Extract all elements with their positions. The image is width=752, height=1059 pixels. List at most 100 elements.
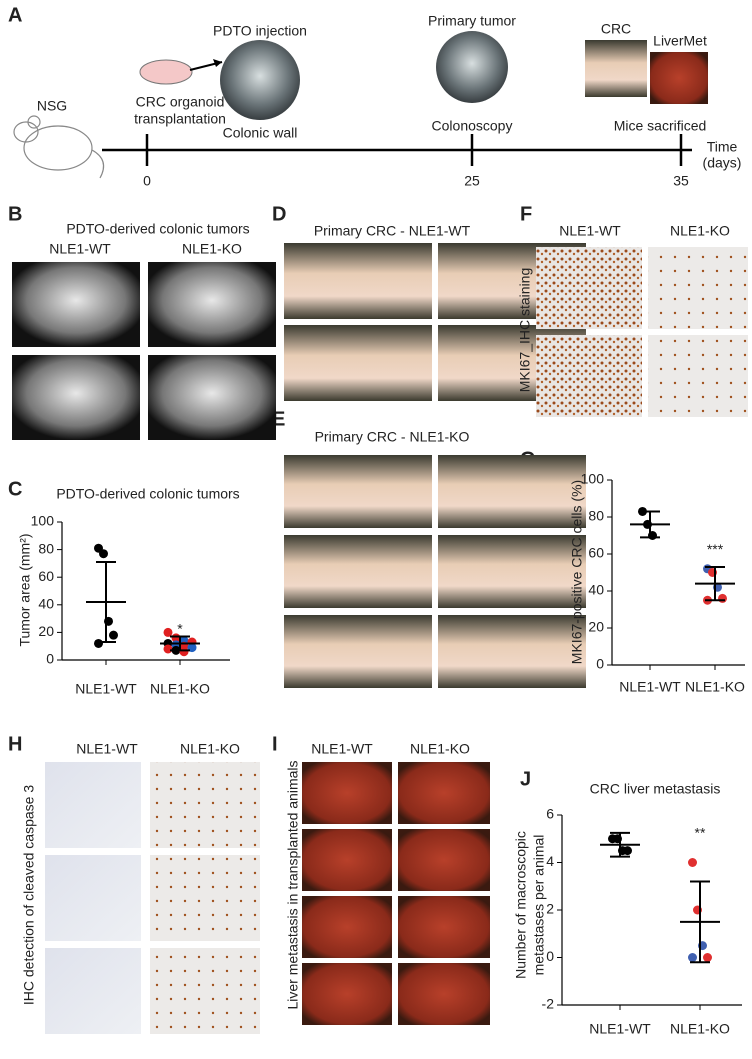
column-label: NLE1-KO	[182, 241, 242, 257]
label: Colonoscopy	[432, 118, 513, 134]
photo	[398, 762, 490, 824]
y-tick-label: 40	[38, 596, 54, 612]
label: CRC organoid	[136, 94, 225, 110]
y-tick-label: 4	[546, 853, 554, 869]
x-tick-label: NLE1-WT	[75, 681, 137, 697]
data-point	[688, 858, 697, 867]
panel-title: PDTO-derived colonic tumors	[66, 221, 249, 237]
photo	[438, 615, 586, 688]
y-tick-label: -2	[542, 996, 555, 1012]
photo	[302, 829, 392, 891]
timeline-panel: NSG CRC organoid transplantation PDTO in…	[13, 13, 741, 179]
photo	[438, 535, 586, 608]
panel-letter: I	[272, 733, 278, 755]
y-tick-label: 0	[546, 948, 554, 964]
photo	[284, 535, 432, 608]
photo	[648, 247, 748, 329]
column-label: NLE1-WT	[49, 241, 111, 257]
photo	[148, 262, 276, 347]
panel-letter: H	[8, 733, 22, 755]
photo	[302, 762, 392, 824]
x-tick-label: NLE1-KO	[670, 1021, 730, 1037]
y-tick-label: 100	[581, 471, 605, 487]
photo-grid	[536, 247, 748, 417]
photo	[302, 896, 392, 958]
y-tick-label: 60	[588, 545, 604, 561]
y-tick-label: 100	[31, 513, 55, 529]
x-tick-label: NLE1-WT	[619, 679, 681, 695]
panel-letter: D	[272, 203, 286, 225]
label: Primary tumor	[428, 13, 516, 29]
x-tick-label: NLE1-KO	[685, 679, 745, 695]
dish-icon	[139, 59, 193, 85]
photo	[148, 355, 276, 440]
photo	[150, 948, 260, 1034]
photo	[398, 963, 490, 1025]
y-axis-label: Tumor area (mm²)	[17, 533, 33, 646]
label: Mice sacrificed	[614, 118, 707, 134]
timeline-tick-label: 25	[464, 173, 480, 189]
label: NSG	[37, 98, 67, 114]
panel-title: Primary CRC - NLE1-KO	[315, 429, 470, 445]
panel-letter: J	[520, 768, 531, 790]
column-label: NLE1-KO	[410, 741, 470, 757]
panel-title: Primary CRC - NLE1-WT	[314, 223, 471, 239]
panel-letter: C	[8, 478, 22, 500]
column-label: NLE1-WT	[76, 741, 138, 757]
y-axis-label: MKI67-positive CRC cells (%)	[569, 480, 585, 664]
photo	[150, 762, 260, 848]
label: transplantation	[134, 111, 226, 127]
y-tick-label: 80	[38, 540, 54, 556]
photo	[284, 615, 432, 688]
significance: ***	[707, 541, 724, 557]
photo	[284, 243, 432, 319]
y-axis-label: Number of macroscopic	[513, 831, 529, 979]
row-label: IHC detection of cleaved caspase 3	[21, 785, 37, 1005]
label: Colonic wall	[223, 125, 298, 141]
y-tick-label: 6	[546, 806, 554, 822]
label: LiverMet	[653, 33, 707, 49]
data-point	[163, 627, 173, 637]
photo-grid	[45, 762, 260, 1034]
y-tick-label: 2	[546, 901, 554, 917]
photo	[45, 948, 141, 1034]
photo	[585, 40, 647, 97]
x-tick-label: NLE1-KO	[150, 681, 210, 697]
data-point	[703, 953, 712, 962]
data-point	[99, 549, 108, 559]
significance: **	[695, 825, 706, 841]
y-tick-label: 20	[588, 619, 604, 635]
photo	[650, 52, 708, 104]
photo	[438, 455, 586, 528]
photo	[398, 896, 490, 958]
column-label: NLE1-WT	[559, 223, 621, 239]
panel-letter: A	[8, 4, 22, 26]
panel-letter: B	[8, 203, 22, 225]
row-label: Liver metastasis in transplanted animals	[285, 760, 301, 1009]
column-label: NLE1-KO	[180, 741, 240, 757]
photo-grid	[284, 243, 586, 401]
data-point	[94, 638, 103, 648]
photo-grid	[284, 455, 586, 688]
photo-grid	[302, 762, 490, 1025]
column-label: NLE1-KO	[670, 223, 730, 239]
data-point	[688, 953, 697, 962]
photo	[220, 40, 300, 120]
panel-letter: F	[520, 203, 532, 225]
data-point	[718, 593, 727, 603]
photo-grid	[12, 262, 276, 440]
axis-label: Time	[707, 139, 738, 155]
photo	[12, 262, 140, 347]
column-label: NLE1-WT	[311, 741, 373, 757]
photo	[536, 335, 642, 417]
photo	[536, 247, 642, 329]
label: PDTO injection	[213, 23, 307, 39]
x-tick-label: NLE1-WT	[589, 1021, 651, 1037]
arrow-head	[213, 59, 222, 67]
photo	[648, 335, 748, 417]
y-tick-label: 20	[38, 623, 54, 639]
photo	[436, 31, 508, 103]
y-tick-label: 40	[588, 582, 604, 598]
data-point	[109, 630, 118, 640]
